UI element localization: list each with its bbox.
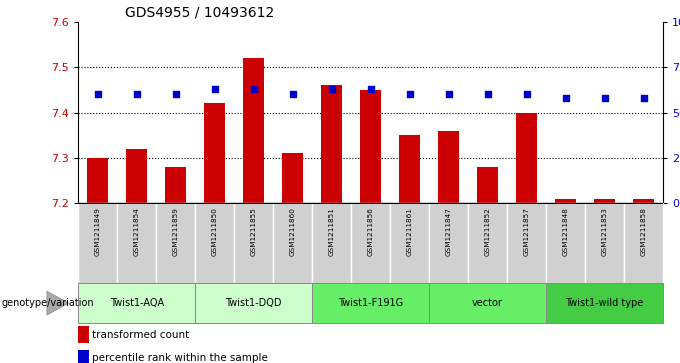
Text: percentile rank within the sample: percentile rank within the sample	[92, 354, 268, 363]
Bar	[468, 203, 507, 283]
Point	[170, 91, 181, 97]
Text: GSM1211855: GSM1211855	[251, 207, 256, 256]
Point	[404, 91, 415, 97]
Text: GSM1211848: GSM1211848	[562, 207, 568, 256]
Text: GDS4955 / 10493612: GDS4955 / 10493612	[125, 5, 274, 19]
Point	[638, 95, 649, 101]
Bar	[87, 158, 108, 203]
Bar	[429, 203, 468, 283]
Bar	[507, 203, 546, 283]
Text: vector: vector	[472, 298, 503, 308]
Bar	[78, 203, 117, 283]
Bar	[555, 199, 576, 203]
Point	[482, 91, 493, 97]
Bar	[516, 113, 537, 203]
Point	[326, 86, 337, 92]
Bar	[234, 203, 273, 283]
Bar	[282, 154, 303, 203]
Text: Twist1-F191G: Twist1-F191G	[338, 298, 403, 308]
Text: GSM1211858: GSM1211858	[641, 207, 647, 256]
Bar	[204, 103, 225, 203]
Bar	[312, 203, 351, 283]
Bar	[546, 203, 585, 283]
Point	[248, 86, 259, 92]
Bar	[429, 283, 546, 323]
Text: GSM1211851: GSM1211851	[328, 207, 335, 256]
Bar	[624, 203, 663, 283]
Bar	[438, 131, 459, 203]
Point	[599, 95, 610, 101]
Bar	[399, 135, 420, 203]
Bar	[78, 350, 88, 363]
Text: GSM1211860: GSM1211860	[290, 207, 296, 256]
Bar	[360, 90, 381, 203]
Bar	[195, 283, 312, 323]
Text: Twist1-AQA: Twist1-AQA	[109, 298, 164, 308]
Polygon shape	[47, 291, 69, 315]
Text: GSM1211854: GSM1211854	[134, 207, 139, 256]
Text: GSM1211859: GSM1211859	[173, 207, 179, 256]
Text: Twist1-DQD: Twist1-DQD	[225, 298, 282, 308]
Text: GSM1211847: GSM1211847	[445, 207, 452, 256]
Bar	[633, 199, 654, 203]
Bar	[195, 203, 234, 283]
Bar	[594, 199, 615, 203]
Bar	[312, 283, 429, 323]
Text: Twist1-wild type: Twist1-wild type	[565, 298, 644, 308]
Point	[209, 86, 220, 92]
Point	[287, 91, 298, 97]
Bar	[117, 203, 156, 283]
Text: GSM1211849: GSM1211849	[95, 207, 101, 256]
Bar	[126, 149, 148, 203]
Text: GSM1211857: GSM1211857	[524, 207, 530, 256]
Bar	[273, 203, 312, 283]
Bar	[546, 283, 663, 323]
Point	[92, 91, 103, 97]
Text: transformed count: transformed count	[92, 330, 190, 340]
Text: GSM1211852: GSM1211852	[485, 207, 490, 256]
Text: GSM1211850: GSM1211850	[211, 207, 218, 256]
Bar	[321, 85, 342, 203]
Bar	[585, 203, 624, 283]
Bar	[78, 283, 195, 323]
Bar	[351, 203, 390, 283]
Point	[365, 86, 376, 92]
Point	[131, 91, 142, 97]
Bar	[165, 167, 186, 203]
Point	[443, 91, 454, 97]
Text: genotype/variation: genotype/variation	[1, 298, 94, 308]
Bar	[390, 203, 429, 283]
Bar	[78, 326, 88, 343]
Bar	[156, 203, 195, 283]
Point	[521, 91, 532, 97]
Point	[560, 95, 571, 101]
Text: GSM1211856: GSM1211856	[368, 207, 373, 256]
Text: GSM1211861: GSM1211861	[407, 207, 413, 256]
Text: GSM1211853: GSM1211853	[602, 207, 607, 256]
Bar	[243, 58, 265, 203]
Bar	[477, 167, 498, 203]
